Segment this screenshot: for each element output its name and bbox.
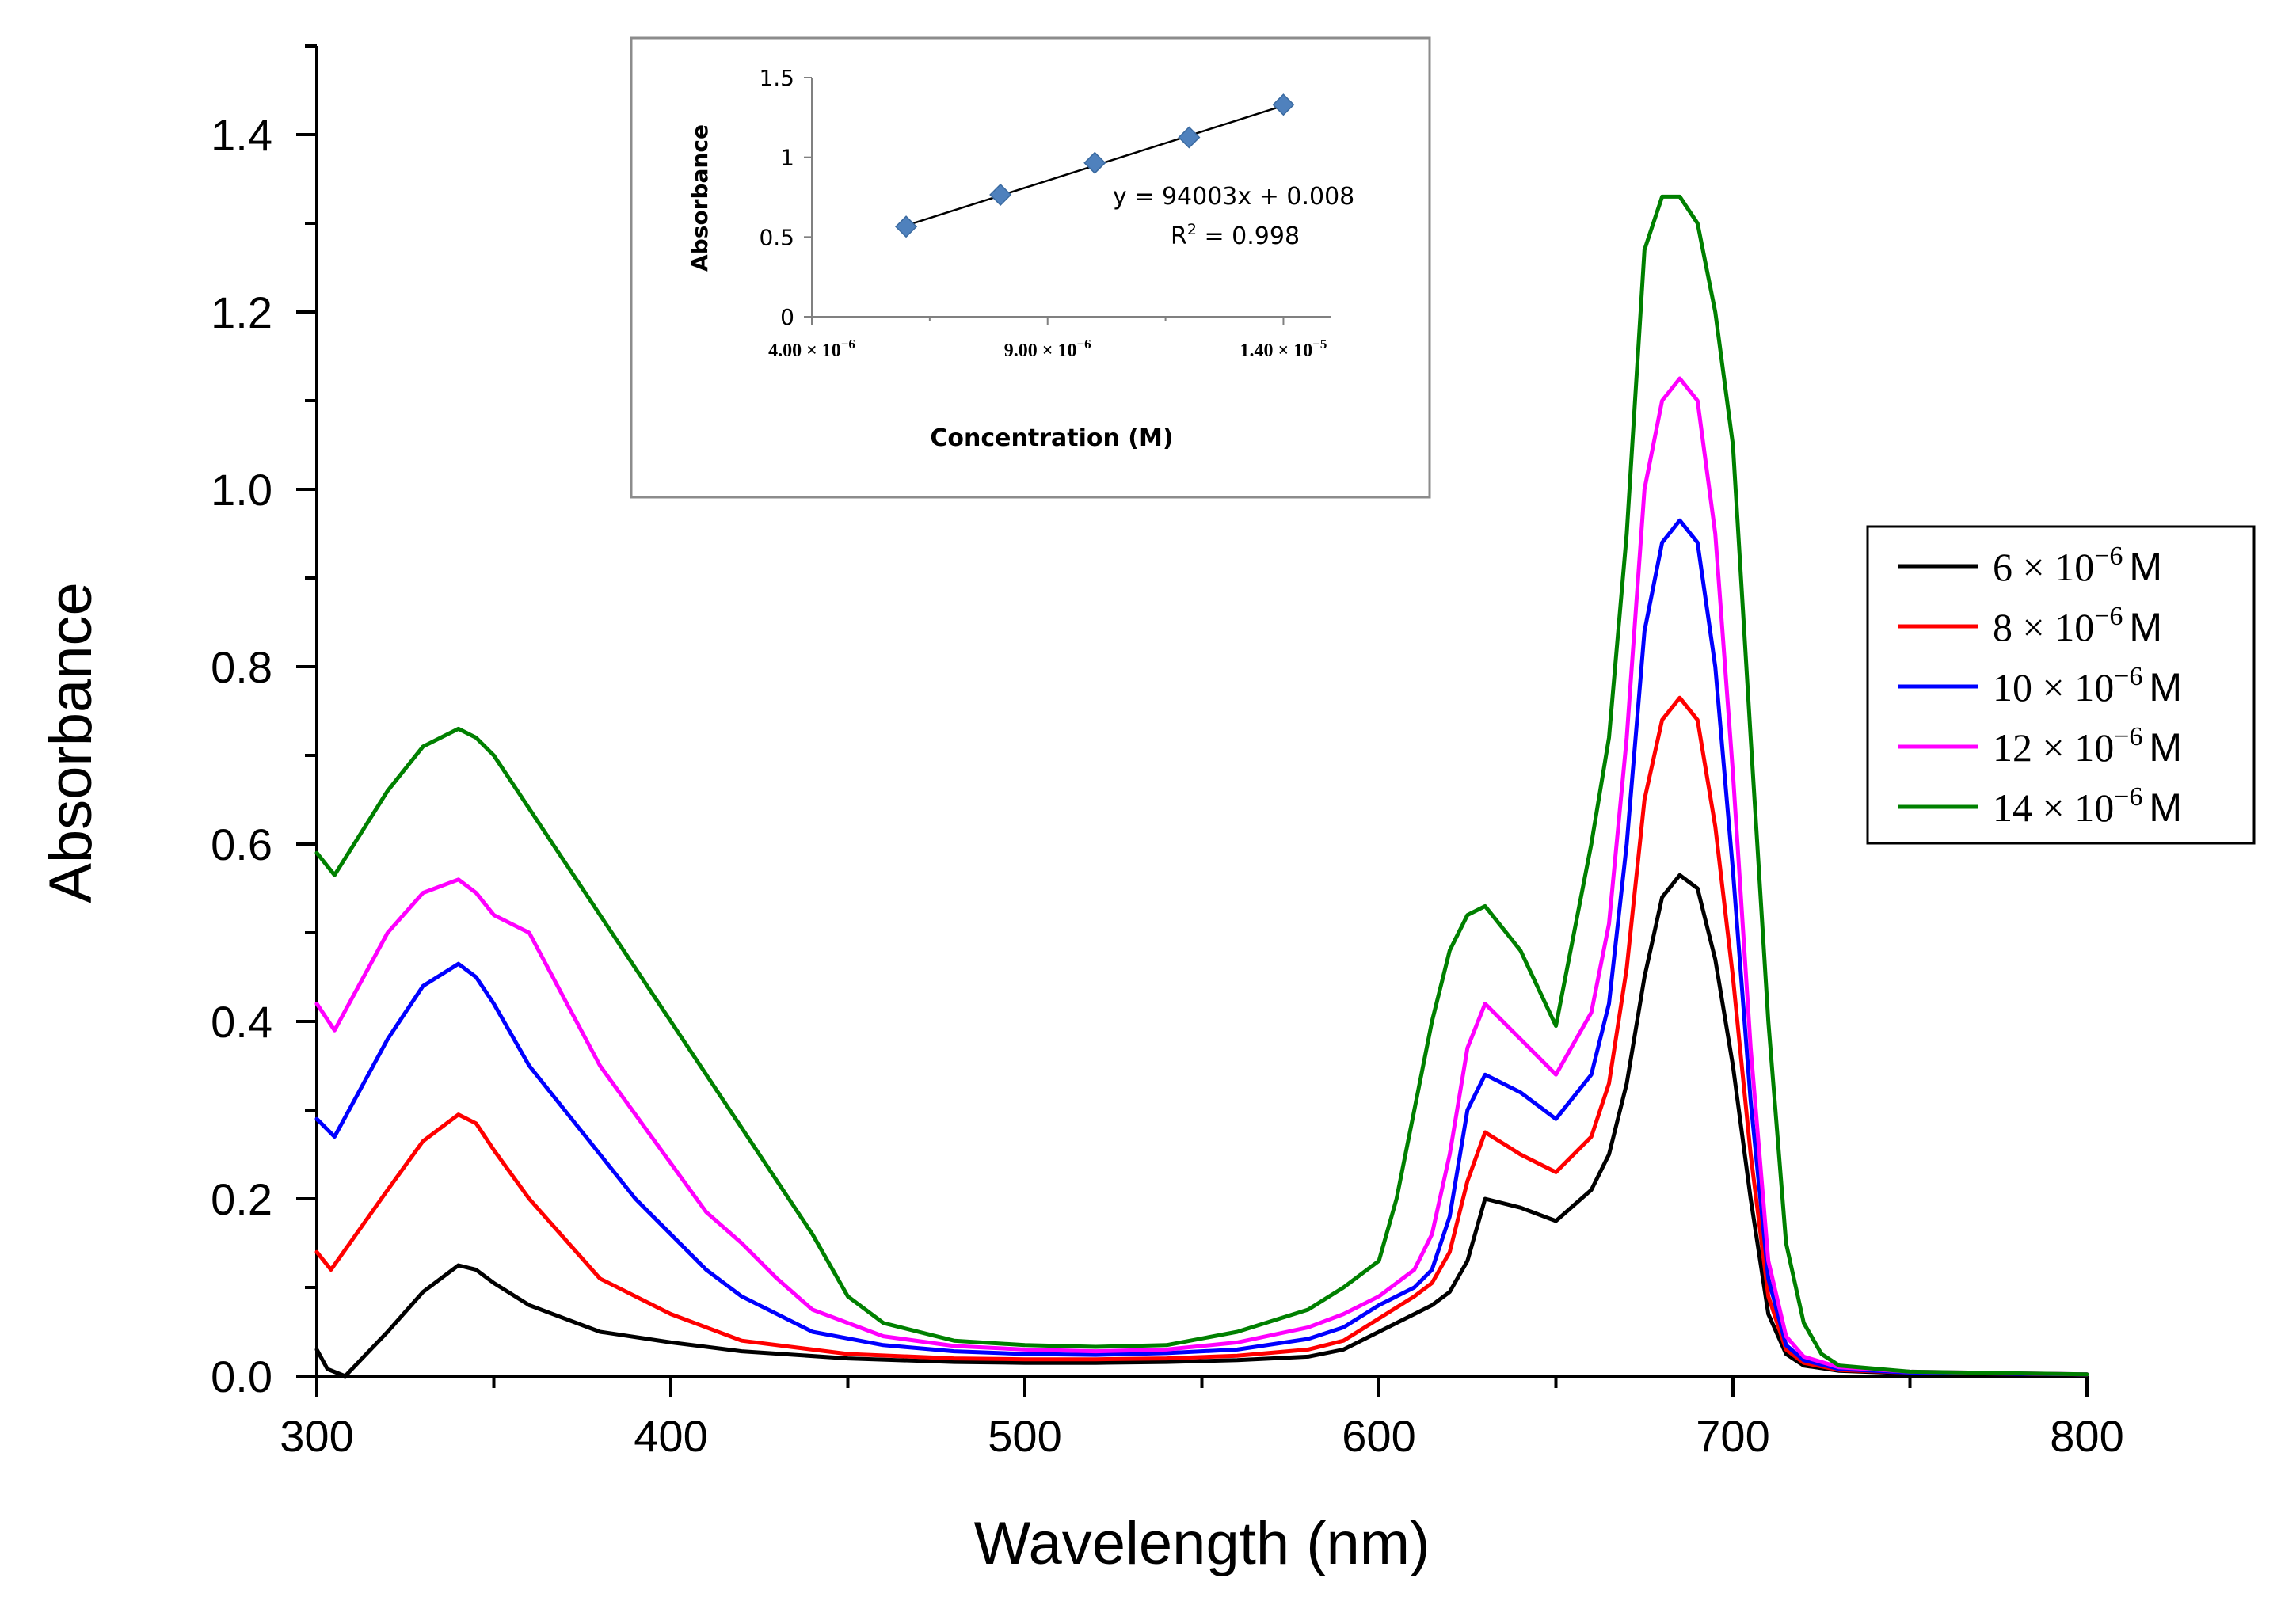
y-tick-label: 0.0: [211, 1352, 272, 1402]
inset-r2-prefix: R: [1171, 222, 1187, 250]
legend-item: 14 × 10−6 M: [1898, 782, 2182, 830]
inset-data-point: [989, 183, 1012, 207]
inset-x-tick-exponent: −5: [1312, 337, 1327, 352]
x-tick-label: 300: [280, 1411, 353, 1461]
legend-base: 10: [2074, 725, 2114, 770]
legend-times: ×: [2032, 665, 2074, 709]
inset-y-tick-label: 1: [780, 145, 794, 171]
y-axis-title: Absorbance: [37, 582, 105, 903]
legend-base: 10: [2054, 605, 2094, 649]
legend-label: 14 × 10−6 M: [1993, 782, 2182, 830]
y-tick-label: 1.4: [211, 110, 272, 160]
inset-y-axis-title: Absorbance: [687, 124, 713, 272]
inset-x-tick-exponent: −6: [1076, 337, 1091, 352]
legend-label: 8 × 10−6 M: [1993, 602, 2162, 649]
legend-times: ×: [2032, 725, 2074, 770]
legend-base: 10: [2074, 785, 2114, 830]
inset-x-tick-label: 9.00 × 10−6: [1004, 337, 1091, 361]
legend-item: 8 × 10−6 M: [1898, 602, 2162, 649]
legend: 6 × 10−6 M8 × 10−6 M10 × 10−6 M12 × 10−6 M14…: [1866, 525, 2256, 845]
legend-base: 10: [2074, 665, 2114, 709]
legend-unit: M: [2149, 725, 2182, 770]
spectrum-line-12e-6M: [314, 376, 2089, 1377]
legend-unit: M: [2149, 785, 2182, 830]
legend-exponent: −6: [2094, 602, 2123, 631]
inset-x-tick-exponent: −6: [841, 337, 855, 352]
main-axes: 300 400 500 600 700 800 0.0 0.2 0.4 0.6 0.8 1.0 1.2 1…: [37, 44, 2124, 1577]
legend-exponent: −6: [2114, 662, 2142, 691]
legend-label: 6 × 10−6 M: [1993, 542, 2162, 589]
inset-y-tick-label: 1.5: [759, 65, 794, 91]
y-tick-label: 0.2: [211, 1174, 272, 1224]
inset-x-tick-mantissa: 9.00: [1004, 340, 1038, 361]
inset-data-point: [1178, 126, 1201, 149]
legend-coefficient: 10: [1993, 665, 2032, 709]
legend-coefficient: 8: [1993, 605, 2013, 649]
x-tick-label: 400: [634, 1411, 707, 1461]
inset-y-tick-label: 0.5: [759, 224, 794, 250]
inset-frame: [630, 36, 1431, 499]
inset-x-tick-label: 4.00 × 10−6: [768, 337, 855, 361]
legend-unit: M: [2129, 545, 2162, 589]
inset-r2-exponent: 2: [1187, 221, 1197, 238]
y-tick-label: 0.8: [211, 642, 272, 692]
main-plot-area: [314, 194, 2089, 1379]
legend-label: 10 × 10−6 M: [1993, 662, 2182, 709]
legend-exponent: −6: [2114, 782, 2142, 812]
legend-unit: M: [2129, 605, 2162, 649]
legend-coefficient: 12: [1993, 725, 2032, 770]
x-tick-label: 700: [1696, 1411, 1769, 1461]
inset-equation-label: y = 94003x + 0.008: [1113, 183, 1354, 211]
x-tick-label: 800: [2050, 1411, 2123, 1461]
legend-coefficient: 6: [1993, 545, 2013, 589]
inset-x-tick-mantissa: 1.40: [1240, 340, 1274, 361]
inset-x-tick-base: × 10: [1042, 340, 1077, 361]
y-tick-label: 0.6: [211, 820, 272, 869]
inset-x-tick-mantissa: 4.00: [768, 340, 802, 361]
y-tick-label: 0.4: [211, 997, 272, 1047]
legend-item: 6 × 10−6 M: [1898, 542, 2162, 589]
inset-x-axis-title: Concentration (M): [930, 424, 1173, 452]
spectrum-line-14e-6M: [314, 194, 2089, 1377]
inset-x-tick-base: × 10: [806, 340, 841, 361]
spectrum-line-6e-6M: [314, 873, 2089, 1379]
inset-y-tick-label: 0: [780, 304, 794, 330]
inset-data-point: [895, 215, 918, 238]
inset-r2-label: R2 = 0.998: [1171, 221, 1300, 250]
legend-label: 12 × 10−6 M: [1993, 722, 2182, 770]
legend-times: ×: [2013, 605, 2054, 649]
x-axis-title: Wavelength (nm): [974, 1510, 1430, 1577]
inset-x-tick-base: × 10: [1278, 340, 1313, 361]
legend-item: 12 × 10−6 M: [1898, 722, 2182, 770]
legend-item: 10 × 10−6 M: [1898, 662, 2182, 709]
inset-data-point: [1272, 93, 1295, 116]
spectrum-line-8e-6M: [314, 695, 2089, 1377]
legend-exponent: −6: [2094, 542, 2123, 571]
y-tick-label: 1.0: [211, 465, 272, 515]
y-tick-label: 1.2: [211, 287, 272, 337]
legend-exponent: −6: [2114, 722, 2142, 751]
inset-x-tick-label: 1.40 × 10−5: [1240, 337, 1327, 361]
inset-calibration-chart: 00.511.54.00 × 10−6 9.00 × 10−6 1.40 × 10−…: [630, 36, 1431, 499]
legend-times: ×: [2013, 545, 2054, 589]
spectrum-line-10e-6M: [314, 518, 2089, 1377]
legend-base: 10: [2054, 545, 2094, 589]
legend-coefficient: 14: [1993, 785, 2032, 830]
inset-r2-suffix: = 0.998: [1197, 222, 1300, 250]
inset-data-point: [1083, 151, 1106, 174]
legend-unit: M: [2149, 665, 2182, 709]
x-tick-label: 500: [988, 1411, 1061, 1461]
legend-times: ×: [2032, 785, 2074, 830]
x-tick-label: 600: [1342, 1411, 1415, 1461]
